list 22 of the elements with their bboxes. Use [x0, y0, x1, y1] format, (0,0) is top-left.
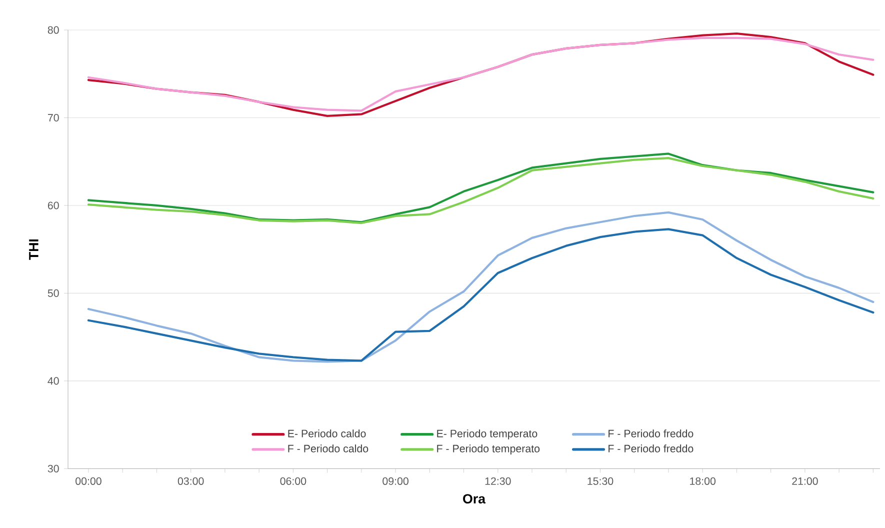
legend-label: F - Periodo temperato — [437, 444, 540, 454]
x-tick-label: 18:00 — [690, 477, 716, 485]
y-tick-label: 40 — [48, 377, 59, 385]
x-tick-label: 00:00 — [76, 477, 102, 485]
x-axis-title: Ora — [463, 494, 486, 504]
y-tick-label: 70 — [48, 114, 59, 122]
y-tick-label: 80 — [48, 26, 59, 34]
y-axis-title: THI — [29, 239, 38, 260]
y-tick-label: 60 — [48, 202, 59, 210]
x-tick-label: 09:00 — [382, 477, 408, 485]
legend-label: F - Periodo freddo — [608, 444, 694, 452]
legend-label: F - Periodo caldo — [288, 444, 368, 452]
y-tick-label: 30 — [48, 464, 59, 472]
x-tick-label: 03:00 — [178, 477, 204, 485]
x-tick-label: 15:30 — [588, 477, 614, 485]
legend-label: F - Periodo freddo — [608, 429, 694, 438]
x-tick-label: 06:00 — [280, 477, 306, 485]
legend-label: E- Periodo temperato — [437, 429, 538, 440]
x-tick-label: 21:00 — [792, 477, 818, 485]
legend-label: E- Periodo caldo — [288, 429, 366, 438]
x-tick-label: 12:30 — [485, 477, 511, 485]
y-tick-label: 50 — [48, 289, 59, 297]
